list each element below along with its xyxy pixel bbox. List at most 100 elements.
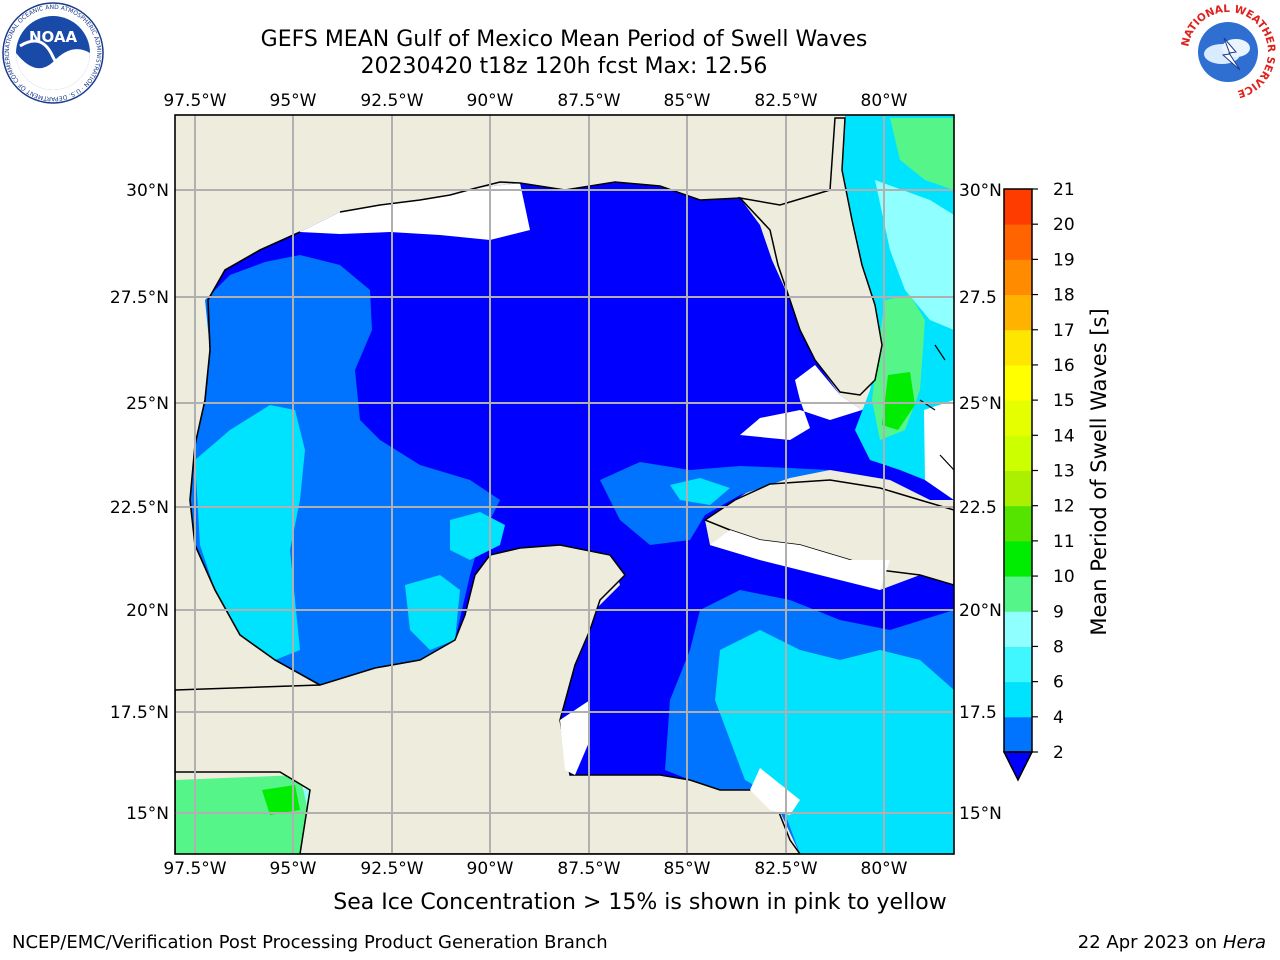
colorbar-segment [1004, 505, 1032, 542]
longitude-label: 97.5°W [163, 91, 226, 111]
longitude-labels-top: 97.5°W 95°W 92.5°W 90°W 87.5°W 85°W 82.5°W 80°W [163, 91, 907, 111]
colorbar-tick-label: 18 [1053, 286, 1075, 306]
colorbar-tick-label: 13 [1053, 462, 1075, 482]
colorbar-segment [1004, 259, 1032, 296]
footer-date: 22 Apr 2023 on Hera [1078, 932, 1266, 953]
latitude-label: 25°N [126, 394, 169, 414]
latitude-label: 15°N [126, 804, 169, 824]
colorbar-tick-label: 6 [1053, 673, 1064, 693]
footer-credit: NCEP/EMC/Verification Post Processing Pr… [12, 932, 608, 953]
latitude-label: 22.5 [959, 498, 997, 518]
longitude-label: 92.5°W [360, 859, 423, 879]
colorbar: 2 4 6 8 9 10 11 12 13 14 15 16 17 18 19 20 21 [1002, 180, 1075, 782]
noaa-logo: NATIONAL OCEANIC AND ATMOSPHERIC ADMINIS… [2, 2, 104, 104]
colorbar-tick-label: 11 [1053, 532, 1075, 552]
colorbar-segment [1004, 400, 1032, 436]
swell-9-10s-atlantic-north [890, 118, 954, 190]
latitude-label: 15°N [959, 804, 1002, 824]
longitude-label: 97.5°W [163, 859, 226, 879]
swell-2-4s-central [600, 462, 830, 545]
swell-4-6s-east [670, 478, 730, 505]
colorbar-tick-label: 12 [1053, 497, 1075, 517]
swell-4-6s-caribbean [715, 630, 954, 854]
longitude-label: 90°W [467, 859, 514, 879]
colorbar-segment [1004, 681, 1032, 718]
colorbar-tick-label: 17 [1053, 321, 1075, 341]
swell-10-11s-bahamas [882, 372, 915, 430]
colorbar-segment [1004, 540, 1032, 577]
longitude-label: 85°W [664, 859, 711, 879]
longitude-label: 95°W [270, 91, 317, 111]
colorbar-segment [1004, 646, 1032, 683]
chart-subtitle: 20230420 t18z 120h fcst Max: 12.56 [360, 54, 768, 79]
longitude-labels-bottom: 97.5°W 95°W 92.5°W 90°W 87.5°W 85°W 82.5°W 80°W [163, 859, 907, 879]
longitude-label: 95°W [270, 859, 317, 879]
colorbar-tick-label: 2 [1053, 743, 1064, 763]
coastline-bahamas [919, 344, 954, 471]
colorbar-tick-label: 19 [1053, 250, 1075, 270]
latitude-label: 30°N [126, 181, 169, 201]
latitude-label: 22.5°N [110, 498, 169, 518]
longitude-label: 80°W [861, 91, 908, 111]
graticule [175, 115, 954, 854]
colorbar-label: Mean Period of Swell Waves [s] [1087, 308, 1111, 635]
nodata-keys [924, 400, 954, 500]
colorbar-segment [1004, 189, 1032, 225]
colorbar-tick-label: 15 [1053, 391, 1075, 411]
latitude-labels-left: 30°N 27.5°N 25°N 22.5°N 20°N 17.5°N 15°N [110, 181, 169, 824]
latitude-label: 20°N [959, 601, 1002, 621]
colorbar-tick-label: 14 [1053, 426, 1075, 446]
nodata-belize [560, 700, 590, 775]
latitude-label: 27.5°N [110, 288, 169, 308]
swell-10-11s-pacific [262, 785, 300, 815]
colorbar-segment [1004, 364, 1032, 401]
colorbar-segment [1004, 576, 1032, 612]
map-area [175, 115, 954, 854]
colorbar-segment [1004, 470, 1032, 507]
colorbar-tick-label: 21 [1053, 180, 1075, 200]
latitude-label: 17.5 [959, 703, 997, 723]
map-frame [174, 114, 955, 855]
latitude-label: 27.5 [959, 288, 997, 308]
colorbar-tick-label: 16 [1053, 356, 1075, 376]
longitude-label: 85°W [664, 91, 711, 111]
colorbar-segment [1004, 716, 1032, 753]
nodata-northern-coast [300, 183, 530, 240]
colorbar-segment [1004, 294, 1032, 331]
swell-4-6s-west [195, 405, 305, 660]
colorbar-tick-label: 8 [1053, 637, 1064, 657]
colorbar-segment [1004, 329, 1032, 366]
sea-ice-note: Sea Ice Concentration > 15% is shown in … [333, 890, 947, 915]
chart-title: GEFS MEAN Gulf of Mexico Mean Period of … [260, 27, 868, 52]
swell-4-6s-campeche [405, 575, 460, 650]
colorbar-tick-label: 20 [1053, 215, 1075, 235]
colorbar-extend-under [1002, 751, 1034, 782]
colorbar-segment [1004, 611, 1032, 647]
noaa-logo-text: NOAA [29, 28, 78, 46]
land-florida [737, 117, 883, 396]
footer-date-text: 22 Apr 2023 on [1077, 932, 1218, 953]
colorbar-tick-label: 10 [1053, 567, 1075, 587]
nodata-honduras [750, 768, 800, 815]
longitude-label: 90°W [467, 91, 514, 111]
latitude-label: 30°N [959, 181, 1002, 201]
latitude-labels-right: 30°N 27.5 25°N 22.5 20°N 17.5 15°N [959, 181, 1002, 824]
colorbar-segment [1004, 224, 1032, 260]
latitude-label: 17.5°N [110, 703, 169, 723]
latitude-label: 25°N [959, 394, 1002, 414]
colorbar-tick-label: 4 [1053, 708, 1064, 728]
longitude-label: 87.5°W [557, 859, 620, 879]
longitude-label: 82.5°W [754, 91, 817, 111]
swell-8-9s-atlantic [875, 180, 954, 330]
longitude-label: 87.5°W [557, 91, 620, 111]
colorbar-tick-label: 9 [1053, 602, 1064, 622]
longitude-label: 80°W [861, 859, 908, 879]
nodata-caribbean-coast [710, 530, 890, 590]
nws-logo: NATIONAL WEATHER SERVICE [1179, 3, 1277, 100]
swell-4-6s-central [450, 512, 505, 560]
footer-host: Hera [1222, 932, 1266, 953]
longitude-label: 82.5°W [754, 859, 817, 879]
latitude-label: 20°N [126, 601, 169, 621]
longitude-label: 92.5°W [360, 91, 423, 111]
